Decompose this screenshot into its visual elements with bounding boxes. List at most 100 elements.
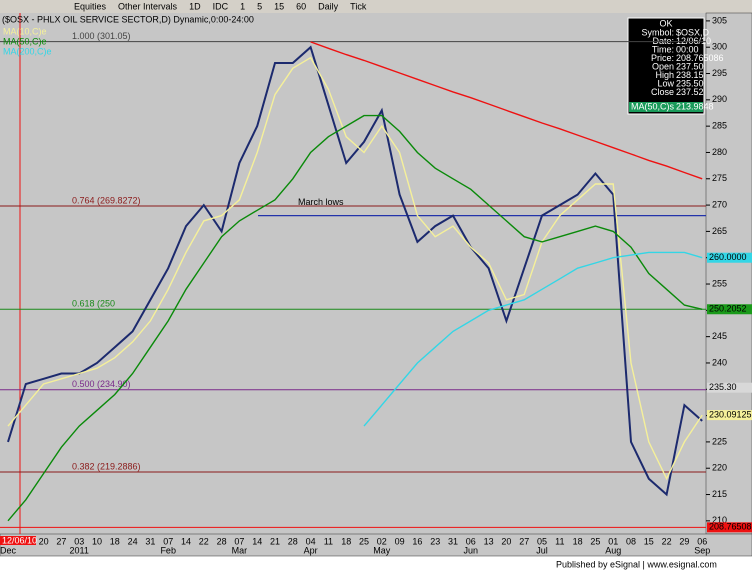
y-tick-label: 225: [712, 436, 727, 446]
data-window-value: 237.52: [676, 87, 704, 97]
y-tick-label: 295: [712, 68, 727, 78]
x-group-label: 2011: [70, 545, 89, 555]
toolbar-item[interactable]: 15: [274, 1, 284, 11]
data-window-label: Price:: [651, 53, 674, 63]
x-group-label: Apr: [304, 545, 318, 555]
footer: Published by eSignal | www.esignal.com: [556, 559, 717, 569]
y-tick-label: 255: [712, 278, 727, 288]
level-label: 0.382 (219.2886): [72, 461, 141, 471]
y-tick-label: 300: [712, 42, 727, 52]
price-tag-label: 235.30: [709, 382, 737, 392]
x-tick-label: 28: [217, 536, 227, 546]
toolbar-item[interactable]: 1D: [189, 1, 201, 11]
data-window-label: Time:: [652, 44, 674, 54]
price-tag: [707, 522, 752, 533]
legend-entry: MA(200,C)e: [3, 46, 52, 56]
time-axis: [0, 533, 752, 557]
support-label: March lows: [298, 197, 344, 207]
level-label: 0.764 (269.8272): [72, 195, 141, 205]
x-tick-label: 06: [697, 536, 707, 546]
toolbar-item[interactable]: Tick: [350, 1, 367, 11]
price-tag: [707, 382, 752, 393]
y-tick-label: 265: [712, 226, 727, 236]
x-tick-label: 02: [377, 536, 387, 546]
series-line: [363, 251, 703, 427]
x-tick-label: 28: [288, 536, 298, 546]
toolbar: [0, 0, 752, 13]
x-tick-label: 25: [359, 536, 369, 546]
x-group-label: Feb: [160, 545, 176, 555]
x-tick-label: 16: [412, 536, 422, 546]
y-tick-label: 245: [712, 331, 727, 341]
y-tick-label: 280: [712, 147, 727, 157]
x-tick-label: 18: [341, 536, 351, 546]
toolbar-item[interactable]: Daily: [318, 1, 339, 11]
y-tick-label: 285: [712, 121, 727, 131]
toolbar-item[interactable]: 1: [240, 1, 245, 11]
price-tag-label: 208.765086: [709, 522, 752, 532]
x-tick-label: 24: [128, 536, 138, 546]
y-tick-label: 305: [712, 15, 727, 25]
data-window-value: 237.50: [676, 61, 704, 71]
chart-title: ($OSX - PHLX OIL SERVICE SECTOR,D) Dynam…: [2, 14, 254, 24]
x-tick-label: 04: [306, 536, 316, 546]
x-tick-label: 15: [644, 536, 654, 546]
price-tag: [707, 304, 752, 315]
data-window: [627, 17, 705, 115]
x-tick-label: 20: [501, 536, 511, 546]
x-tick-label: 13: [484, 536, 494, 546]
data-window-ma-label: MA(50,C)s: [631, 101, 675, 111]
x-tick-label: 20: [39, 536, 49, 546]
y-tick-label: 290: [712, 94, 727, 104]
price-tag-label: 250.2052: [709, 304, 747, 314]
legend-entry: MA(10,C)e: [3, 26, 47, 36]
x-tick-label: 11: [324, 536, 333, 546]
series-line: [310, 41, 703, 180]
price-tag: [707, 252, 752, 263]
toolbar-item[interactable]: Equities: [74, 1, 107, 11]
toolbar-item[interactable]: 5: [257, 1, 262, 11]
x-tick-label: 14: [181, 536, 191, 546]
data-window-header: OK: [659, 18, 672, 28]
date-tag-label: 12/06/10: [2, 535, 37, 545]
y-tick-label: 240: [712, 357, 727, 367]
data-window-ma: [629, 102, 703, 112]
x-tick-label: 05: [537, 536, 547, 546]
data-window-value: $OSX,D: [676, 27, 710, 37]
y-tick-label: 270: [712, 199, 727, 209]
data-window-label: Symbol:: [641, 27, 674, 37]
data-window-value: 238.15: [676, 70, 704, 80]
data-window-value: 12/06/10: [676, 36, 711, 46]
toolbar-item[interactable]: 60: [296, 1, 306, 11]
data-window-label: Date:: [652, 36, 674, 46]
x-tick-label: 21: [270, 536, 280, 546]
data-window-label: Close: [651, 87, 674, 97]
toolbar-item[interactable]: Other Intervals: [118, 1, 178, 11]
y-tick-label: 215: [712, 489, 727, 499]
data-window-label: High: [655, 70, 674, 80]
data-window-ma-value: 213.9848: [676, 101, 714, 111]
y-tick-label: 210: [712, 515, 727, 525]
x-tick-label: 29: [679, 536, 689, 546]
data-window-label: Low: [657, 78, 674, 88]
x-tick-label: 07: [234, 536, 244, 546]
x-tick-label: 27: [56, 536, 66, 546]
x-tick-label: 22: [662, 536, 672, 546]
level-label: 1.000 (301.05): [72, 31, 131, 41]
price-tag-label: 260.0000: [709, 252, 747, 262]
data-window-label: Open: [652, 61, 674, 71]
x-group-label: Dec: [0, 545, 16, 555]
x-tick-label: 22: [199, 536, 209, 546]
series-line: [7, 45, 703, 497]
x-tick-label: 23: [430, 536, 440, 546]
toolbar-item[interactable]: IDC: [213, 1, 229, 11]
x-tick-label: 14: [252, 536, 262, 546]
x-group-label: May: [373, 545, 391, 555]
x-group-label: Aug: [605, 545, 621, 555]
y-tick-label: 220: [712, 463, 727, 473]
x-tick-label: 03: [74, 536, 84, 546]
x-tick-label: 27: [519, 536, 529, 546]
x-tick-label: 31: [448, 536, 458, 546]
